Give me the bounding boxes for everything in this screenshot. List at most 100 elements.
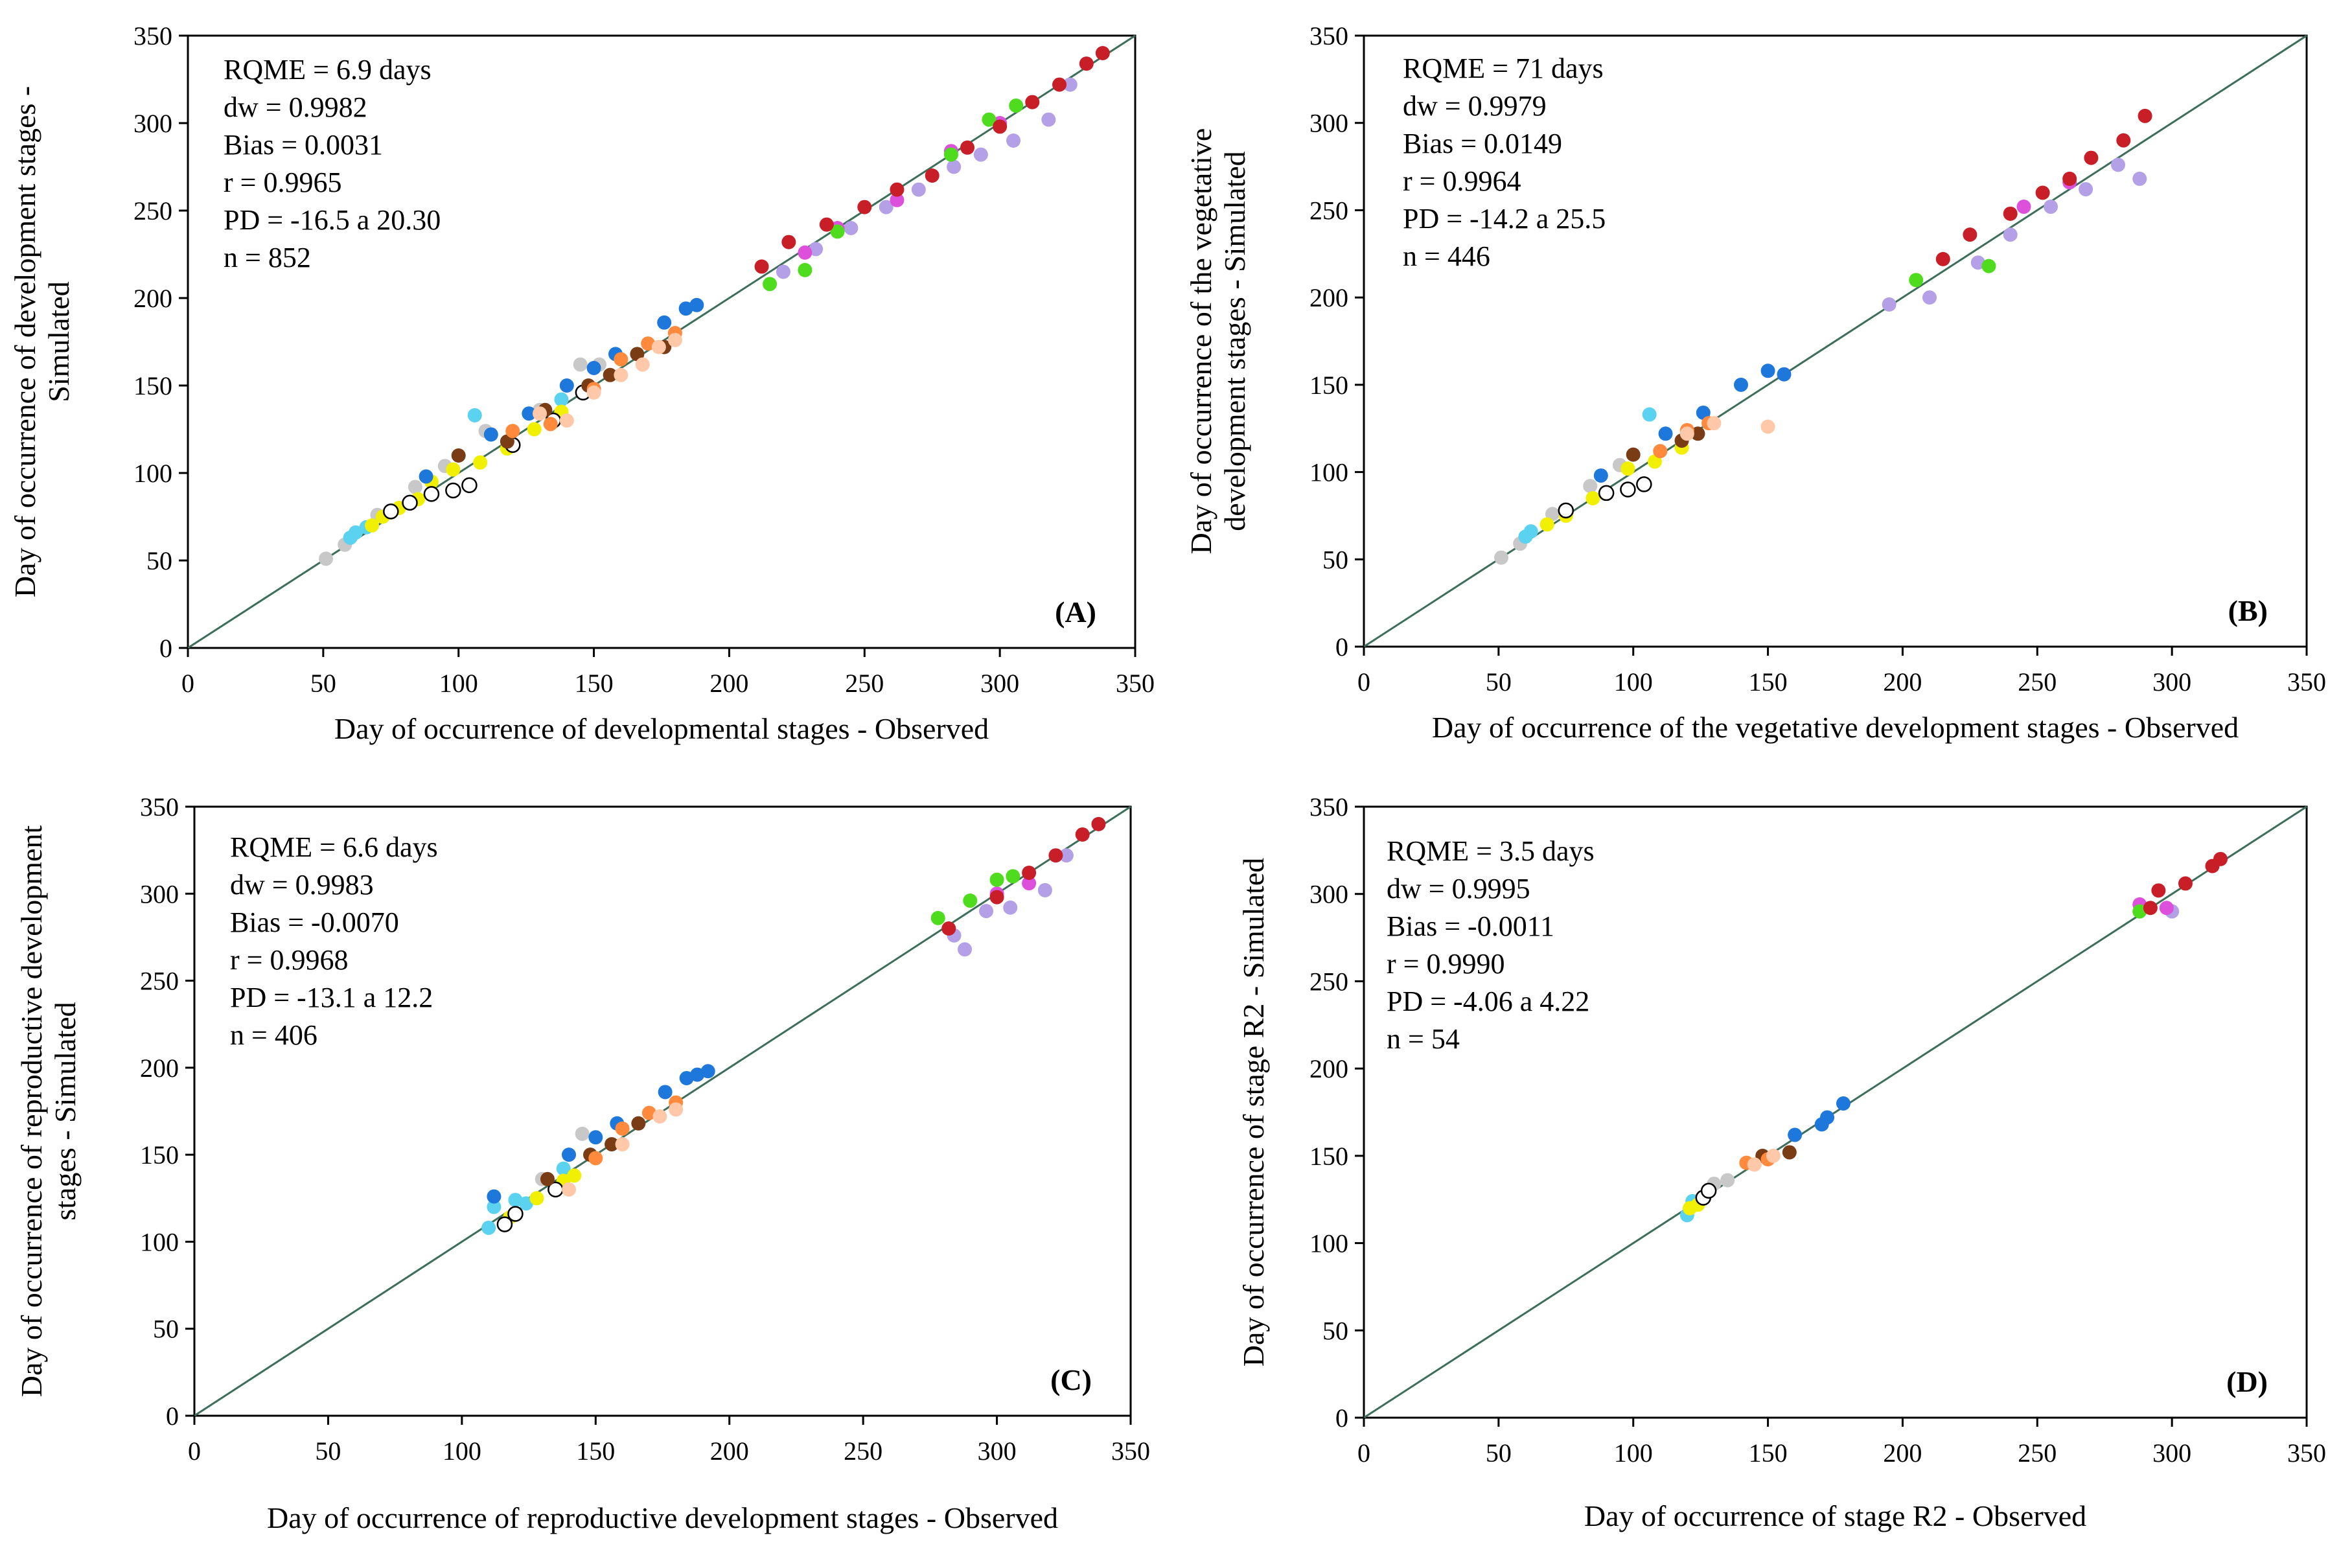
series-10 — [930, 869, 1020, 925]
x-tick-label: 200 — [1883, 667, 1922, 697]
stats-line: PD = -16.5 a 20.30 — [224, 204, 441, 236]
data-point — [562, 1182, 576, 1197]
data-point — [1626, 447, 1641, 462]
data-point — [508, 1192, 523, 1207]
series-7 — [562, 1102, 684, 1197]
data-point — [543, 417, 558, 432]
data-point — [529, 1191, 544, 1206]
stats-line: Bias = -0.0070 — [230, 906, 399, 938]
y-tick-label: 300 — [1309, 109, 1348, 138]
data-point — [588, 1151, 603, 1166]
data-point — [1091, 816, 1106, 831]
x-tick-label: 100 — [443, 1436, 481, 1466]
data-point — [890, 192, 905, 207]
data-point — [2159, 901, 2174, 916]
panel-label: (C) — [1050, 1363, 1092, 1396]
series-1 — [1518, 407, 1657, 544]
y-tick-label: 100 — [1309, 458, 1348, 487]
data-point — [2044, 200, 2058, 214]
x-tick-label: 250 — [845, 669, 884, 698]
data-point — [554, 392, 569, 407]
data-point — [615, 1121, 630, 1136]
data-point — [481, 1220, 496, 1235]
y-tick-label: 0 — [1335, 1403, 1348, 1433]
data-point — [982, 112, 997, 127]
data-point — [819, 217, 834, 232]
x-tick-label: 150 — [1749, 1438, 1788, 1468]
y-tick-label: 250 — [1309, 196, 1348, 225]
data-point — [615, 1137, 630, 1152]
data-point — [776, 264, 790, 279]
data-point — [641, 1105, 656, 1120]
stats-line: RQME = 71 days — [1403, 52, 1604, 84]
data-point — [2178, 876, 2193, 891]
data-point — [473, 455, 488, 470]
stats-line: r = 0.9964 — [1403, 165, 1521, 197]
y-tick-label: 150 — [140, 1140, 179, 1170]
x-tick-label: 250 — [2018, 667, 2057, 697]
y-tick-label: 100 — [140, 1227, 179, 1256]
x-tick-label: 0 — [1357, 1438, 1370, 1468]
data-point — [2138, 108, 2152, 123]
series-10 — [1909, 259, 1996, 288]
data-point — [1747, 1157, 1762, 1172]
y-tick-label: 200 — [133, 284, 172, 313]
data-point — [1598, 485, 1615, 502]
data-point — [505, 424, 520, 439]
y-tick-label: 50 — [1322, 545, 1348, 574]
y-tick-label: 250 — [133, 196, 172, 225]
x-tick-label: 300 — [978, 1436, 1017, 1466]
data-point — [1653, 444, 1668, 459]
y-tick-label: 150 — [133, 371, 172, 400]
data-point — [1679, 426, 1694, 441]
y-tick-label: 100 — [133, 459, 172, 488]
stats-line: Bias = 0.0031 — [224, 129, 383, 161]
data-point — [1620, 461, 1635, 476]
y-axis-title-line: stages - Simulated — [49, 1002, 82, 1220]
stats-line: n = 406 — [230, 1019, 317, 1051]
x-tick-label: 200 — [709, 669, 748, 698]
y-tick-label: 100 — [1309, 1229, 1348, 1258]
stats-line: r = 0.9990 — [1387, 948, 1505, 980]
data-point — [605, 1137, 619, 1152]
x-tick-label: 350 — [2287, 1438, 2326, 1468]
x-axis-title: Day of occurrence of developmental stage… — [334, 712, 989, 745]
plot-frame — [193, 805, 1132, 1417]
chart-panel-b: 0 50 100 150 200 250 300 350 0 50 100 150 200 250 300 3… — [1184, 21, 2326, 744]
panel-label: (B) — [2228, 594, 2268, 627]
panel-label: (A) — [1055, 595, 1096, 628]
data-point — [1782, 1145, 1797, 1160]
data-point — [1734, 377, 1748, 392]
y-tick-label: 50 — [146, 546, 172, 575]
data-point — [1642, 407, 1657, 422]
data-point — [1620, 481, 1636, 498]
series-1 — [481, 1161, 571, 1235]
data-point — [1003, 900, 1018, 915]
series-11 — [1935, 108, 2152, 266]
stats-line: Bias = -0.0011 — [1387, 910, 1554, 942]
series-11 — [941, 816, 1106, 936]
data-point — [562, 1147, 576, 1162]
data-point — [989, 872, 1004, 887]
data-point — [925, 168, 940, 183]
data-point — [754, 259, 769, 274]
data-point — [630, 347, 645, 362]
data-point — [559, 413, 574, 428]
x-tick-label: 350 — [1111, 1436, 1150, 1466]
data-point — [798, 262, 813, 277]
series-4 — [1788, 1096, 1850, 1142]
data-point — [2143, 901, 2158, 916]
x-tick-label: 250 — [844, 1436, 882, 1466]
data-point — [540, 1171, 555, 1186]
data-point — [1539, 517, 1554, 532]
x-tick-label: 250 — [2018, 1438, 2057, 1468]
x-tick-label: 300 — [2152, 667, 2191, 697]
x-tick-label: 100 — [1614, 1438, 1653, 1468]
data-point — [1006, 869, 1020, 884]
plot-frame — [1363, 34, 2308, 648]
y-axis-title-line: development stages - Simulated — [1218, 151, 1251, 531]
data-point — [2003, 206, 2018, 221]
data-point — [588, 1130, 603, 1145]
data-point — [879, 200, 894, 214]
y-tick-label: 150 — [1309, 371, 1348, 400]
